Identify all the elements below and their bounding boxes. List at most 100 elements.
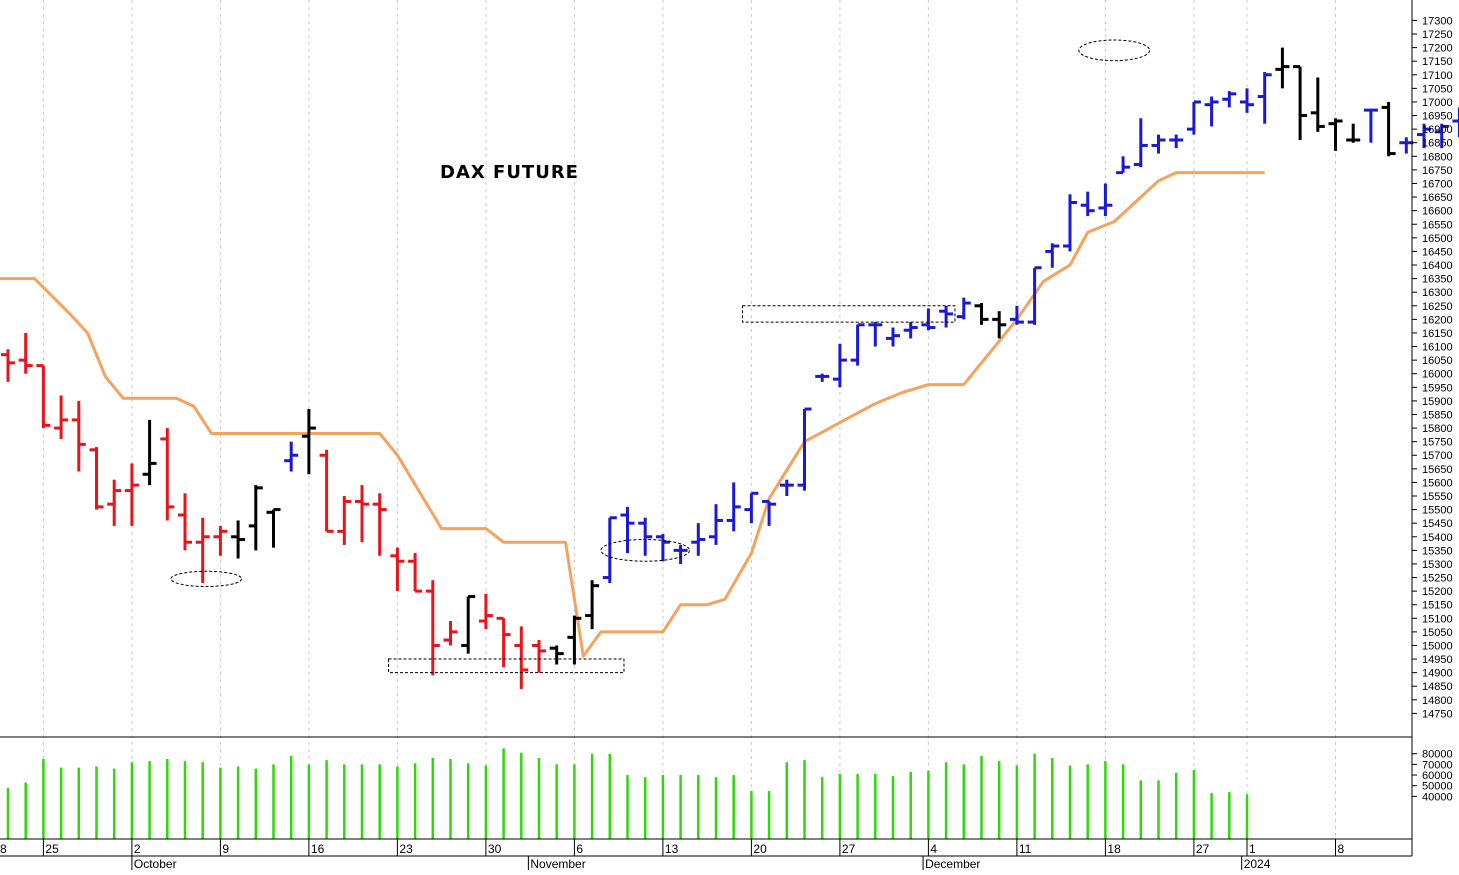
x-tick-label: 13 xyxy=(665,842,679,856)
ohlc-bar xyxy=(1275,47,1290,89)
volume-tick-label: 50000 xyxy=(1422,781,1453,793)
ohlc-bar xyxy=(178,493,192,551)
y-tick-label: 16100 xyxy=(1422,342,1453,354)
ohlc-bar xyxy=(425,580,440,676)
annotation-box xyxy=(742,305,956,323)
x-tick-label: 8 xyxy=(1338,842,1345,856)
ohlc-bar xyxy=(301,409,316,475)
ohlc-bar xyxy=(213,525,228,556)
ohlc-bar xyxy=(408,553,423,593)
ohlc-bar xyxy=(815,373,830,382)
ohlc-bar xyxy=(921,308,936,331)
y-tick-label: 16050 xyxy=(1422,355,1453,367)
ohlc-bar xyxy=(1,349,15,382)
ohlc-bar xyxy=(1027,266,1042,325)
y-tick-label: 14950 xyxy=(1422,654,1453,666)
y-tick-label: 16200 xyxy=(1422,314,1453,326)
y-tick-label: 16300 xyxy=(1422,287,1453,299)
y-tick-label: 16600 xyxy=(1422,206,1453,218)
x-tick-label: 20 xyxy=(753,842,767,856)
y-tick-label: 15350 xyxy=(1422,545,1453,557)
y-tick-label: 15500 xyxy=(1422,505,1453,517)
ohlc-bar xyxy=(956,297,971,320)
ohlc-bar xyxy=(903,322,918,339)
ohlc-bar xyxy=(602,516,617,583)
ohlc-bar xyxy=(992,311,1007,339)
ohlc-bar xyxy=(691,523,706,556)
annotation-ellipse xyxy=(600,538,690,562)
ohlc-bar xyxy=(107,479,122,526)
ohlc-bar xyxy=(1045,243,1060,268)
y-tick-label: 17150 xyxy=(1422,56,1453,68)
volume-tick-label: 80000 xyxy=(1422,749,1453,761)
y-tick-label: 15100 xyxy=(1422,613,1453,625)
y-tick-label: 15800 xyxy=(1422,423,1453,435)
x-tick-label: 25 xyxy=(45,842,59,856)
ohlc-bar xyxy=(1346,123,1361,143)
ohlc-bar xyxy=(1434,123,1449,149)
y-tick-label: 16850 xyxy=(1422,138,1453,150)
ohlc-bar xyxy=(160,428,175,521)
ohlc-bar xyxy=(638,517,653,556)
y-tick-label: 16400 xyxy=(1422,260,1453,272)
y-tick-label: 15250 xyxy=(1422,573,1453,585)
y-tick-label: 14800 xyxy=(1422,695,1453,707)
ohlc-bar xyxy=(549,645,564,665)
ohlc-bar xyxy=(886,327,900,347)
ohlc-bar xyxy=(231,520,246,559)
x-tick-label: 27 xyxy=(1196,842,1210,856)
ohlc-bar xyxy=(1240,88,1254,113)
x-tick-label: 9 xyxy=(222,842,229,856)
annotation-ellipse xyxy=(1078,39,1151,62)
y-tick-label: 15300 xyxy=(1422,559,1453,571)
ohlc-bar xyxy=(124,463,139,526)
ohlc-bar xyxy=(1310,77,1325,132)
month-label: 2024 xyxy=(1244,857,1271,870)
ohlc-bar xyxy=(1133,118,1148,168)
ohlc-bar xyxy=(443,621,458,646)
ohlc-bar xyxy=(762,499,777,526)
x-tick-label: 6 xyxy=(576,842,583,856)
y-tick-label: 17300 xyxy=(1422,15,1453,27)
y-tick-label: 17000 xyxy=(1422,97,1453,109)
y-tick-label: 15150 xyxy=(1422,600,1453,612)
ohlc-bar xyxy=(709,504,723,545)
y-tick-label: 16750 xyxy=(1422,165,1453,177)
ohlc-bar xyxy=(1381,101,1396,157)
y-tick-label: 15400 xyxy=(1422,532,1453,544)
ohlc-bar xyxy=(54,395,69,439)
ohlc-bar xyxy=(142,419,157,486)
x-tick-label: 11 xyxy=(1019,842,1032,856)
ohlc-bar xyxy=(514,626,529,689)
ohlc-bar xyxy=(655,534,670,562)
ohlc-bar xyxy=(939,305,954,328)
ohlc-bar xyxy=(1098,183,1113,217)
y-tick-label: 14850 xyxy=(1422,681,1453,693)
annotation-box xyxy=(388,658,625,674)
y-tick-label: 15200 xyxy=(1422,586,1453,598)
ohlc-bar xyxy=(1222,91,1237,108)
ohlc-bar xyxy=(532,640,546,673)
ohlc-bar xyxy=(1204,96,1219,127)
y-tick-label: 16650 xyxy=(1422,192,1453,204)
annotation-ellipse xyxy=(170,570,243,588)
ohlc-bar xyxy=(726,482,741,532)
ohlc-bar xyxy=(266,508,281,548)
volume-tick-label: 60000 xyxy=(1422,770,1453,782)
ohlc-bar xyxy=(673,544,688,564)
x-tick-label: 2 xyxy=(134,842,141,856)
ohlc-bar xyxy=(1116,156,1131,175)
volume-tick-label: 40000 xyxy=(1422,791,1453,803)
y-tick-label: 15950 xyxy=(1422,382,1453,394)
y-tick-label: 15650 xyxy=(1422,464,1453,476)
ohlc-bar xyxy=(1257,72,1272,124)
y-tick-label: 15000 xyxy=(1422,640,1453,652)
ohlc-bar xyxy=(1417,123,1431,149)
ohlc-bar xyxy=(461,595,476,654)
ohlc-bar xyxy=(850,323,865,366)
y-tick-label: 15850 xyxy=(1422,409,1453,421)
month-label: November xyxy=(530,857,585,870)
y-tick-label: 17250 xyxy=(1422,29,1453,41)
ohlc-bar xyxy=(248,485,263,551)
